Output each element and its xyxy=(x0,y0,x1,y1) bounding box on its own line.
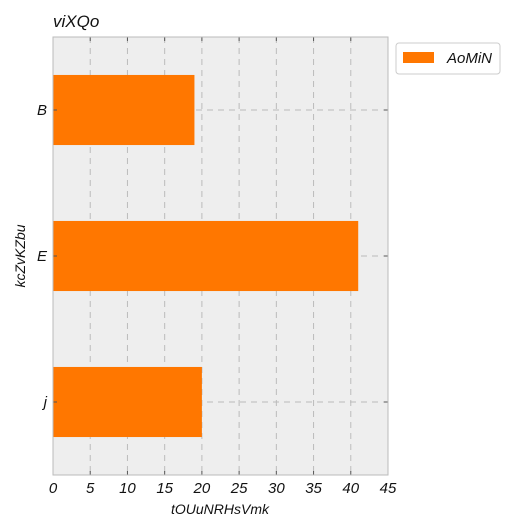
legend-box xyxy=(395,42,501,75)
legend-label: AoMiN xyxy=(446,50,492,67)
y-tick-label: E xyxy=(37,248,48,265)
x-tick-label: 5 xyxy=(86,480,95,497)
plot-area-frame xyxy=(52,36,389,476)
bar-j xyxy=(53,366,202,438)
x-tick-label: 10 xyxy=(119,480,136,497)
bar-E xyxy=(53,220,359,292)
y-tick-label: B xyxy=(37,102,47,119)
x-axis-label: tOUuNRHsVmk xyxy=(171,501,270,517)
x-tick-label: 20 xyxy=(193,480,211,497)
x-tick-label: 25 xyxy=(230,480,248,497)
y-axis-label: kcZvKZbu xyxy=(12,224,28,287)
x-tick-label: 45 xyxy=(380,480,397,497)
axis-ticks: 0 5 10 15 20 25 30 35 40 45 B Ej xyxy=(37,37,397,497)
chart-title: viXQo xyxy=(53,12,99,31)
x-tick-label: 40 xyxy=(342,480,359,497)
x-tick-label: 35 xyxy=(305,480,322,497)
y-tick-label: j xyxy=(42,394,48,411)
bars xyxy=(53,74,359,438)
x-tick-label: 30 xyxy=(268,480,285,497)
x-tick-label: 0 xyxy=(49,480,58,497)
bar-B xyxy=(53,74,195,146)
x-tick-label: 15 xyxy=(156,480,173,497)
legend-swatch xyxy=(403,52,434,63)
legend: AoMiN xyxy=(395,42,501,75)
